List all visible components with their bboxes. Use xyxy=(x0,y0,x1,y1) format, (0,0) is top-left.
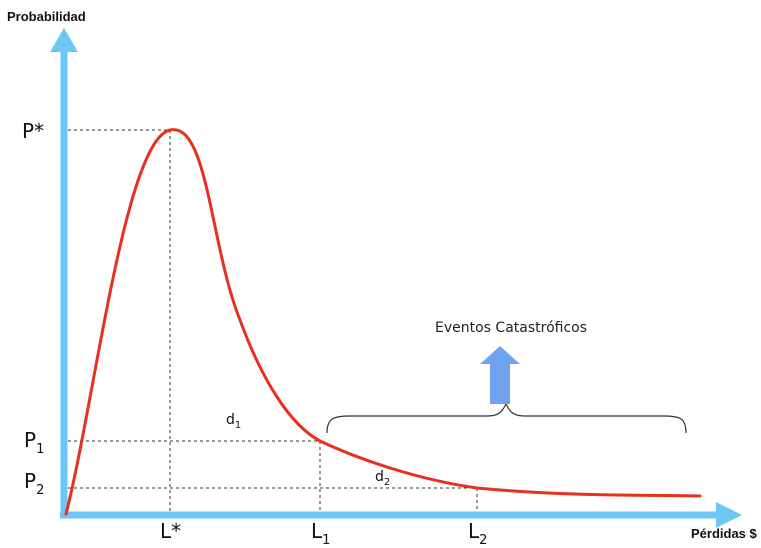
x-tick-label-lstar: L* xyxy=(160,519,181,543)
y-tick-label-pstar: P* xyxy=(22,119,44,143)
x-axis-arrowhead xyxy=(716,502,742,528)
axes xyxy=(50,28,742,528)
y-axis-title: Probabilidad xyxy=(7,9,86,24)
loss-distribution-curve xyxy=(64,128,702,516)
y-axis-arrowhead xyxy=(50,28,78,52)
y-tick-label-p1: P1 xyxy=(24,428,44,457)
catastrophic-events-label: Eventos Catastróficos xyxy=(435,320,587,336)
x-axis-title: Pérdidas $ xyxy=(691,526,758,541)
x-tick-label-l2: L2 xyxy=(468,519,487,548)
distance-label-d2: d2 xyxy=(375,469,390,488)
y-tick-label-p2: P2 xyxy=(24,469,44,498)
distance-label-d1: d1 xyxy=(226,412,241,431)
tail-brace xyxy=(326,402,687,434)
x-tick-label-l1: L1 xyxy=(311,519,330,548)
catastrophic-events-arrow xyxy=(480,346,520,404)
guide-lines xyxy=(68,129,478,512)
